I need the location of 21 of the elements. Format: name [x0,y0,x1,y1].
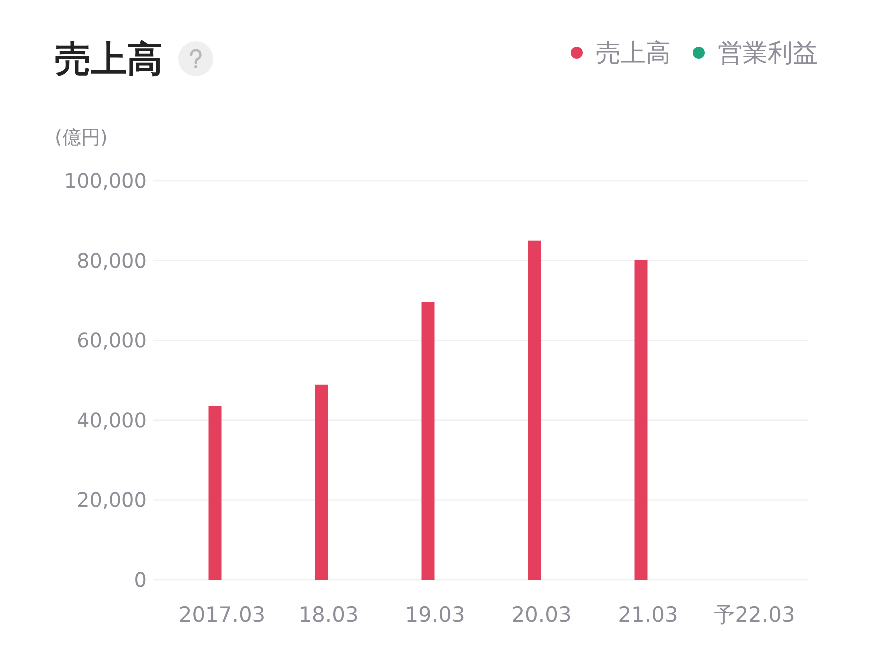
y-tick-label: 40,000 [77,408,147,432]
y-tick-label: 20,000 [77,488,147,512]
y-tick-label: 100,000 [64,169,147,193]
chart-title: 売上高 [55,40,163,80]
legend-label: 営業利益 [718,38,818,68]
y-tick-label: 60,000 [77,328,147,353]
bar [528,240,542,580]
x-tick-label: 18.03 [298,603,359,627]
x-tick-label: 2017.03 [178,603,266,627]
y-tick-label: 80,000 [77,248,147,273]
x-tick-label: 20.03 [512,603,572,627]
x-tick-label: 予22.03 [714,603,796,627]
y-axis-title: (億円) [55,127,108,149]
y-tick-label: 0 [134,568,147,592]
bar [208,406,222,580]
bar [634,260,648,580]
x-tick-label: 19.03 [405,603,466,627]
x-tick-label: 21.03 [618,603,678,627]
bar [315,384,328,580]
legend-label: 売上高 [596,38,671,68]
bar [422,302,435,580]
